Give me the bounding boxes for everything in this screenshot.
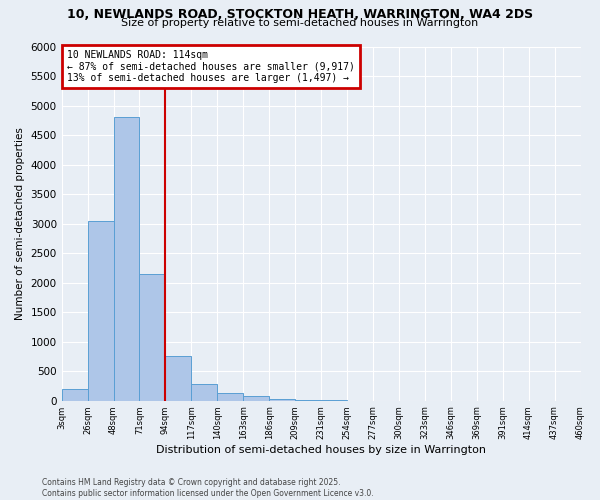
Bar	[88, 220, 113, 400]
Bar	[269, 399, 295, 400]
Bar	[243, 396, 269, 400]
Bar	[139, 274, 166, 400]
Bar	[191, 384, 217, 400]
Bar	[62, 389, 88, 400]
Y-axis label: Number of semi-detached properties: Number of semi-detached properties	[15, 127, 25, 320]
Text: Contains HM Land Registry data © Crown copyright and database right 2025.
Contai: Contains HM Land Registry data © Crown c…	[42, 478, 374, 498]
Bar	[217, 393, 243, 400]
X-axis label: Distribution of semi-detached houses by size in Warrington: Distribution of semi-detached houses by …	[156, 445, 486, 455]
Text: 10, NEWLANDS ROAD, STOCKTON HEATH, WARRINGTON, WA4 2DS: 10, NEWLANDS ROAD, STOCKTON HEATH, WARRI…	[67, 8, 533, 20]
Text: Size of property relative to semi-detached houses in Warrington: Size of property relative to semi-detach…	[121, 18, 479, 28]
Bar	[166, 356, 191, 401]
Bar	[113, 118, 139, 401]
Text: 10 NEWLANDS ROAD: 114sqm
← 87% of semi-detached houses are smaller (9,917)
13% o: 10 NEWLANDS ROAD: 114sqm ← 87% of semi-d…	[67, 50, 355, 83]
